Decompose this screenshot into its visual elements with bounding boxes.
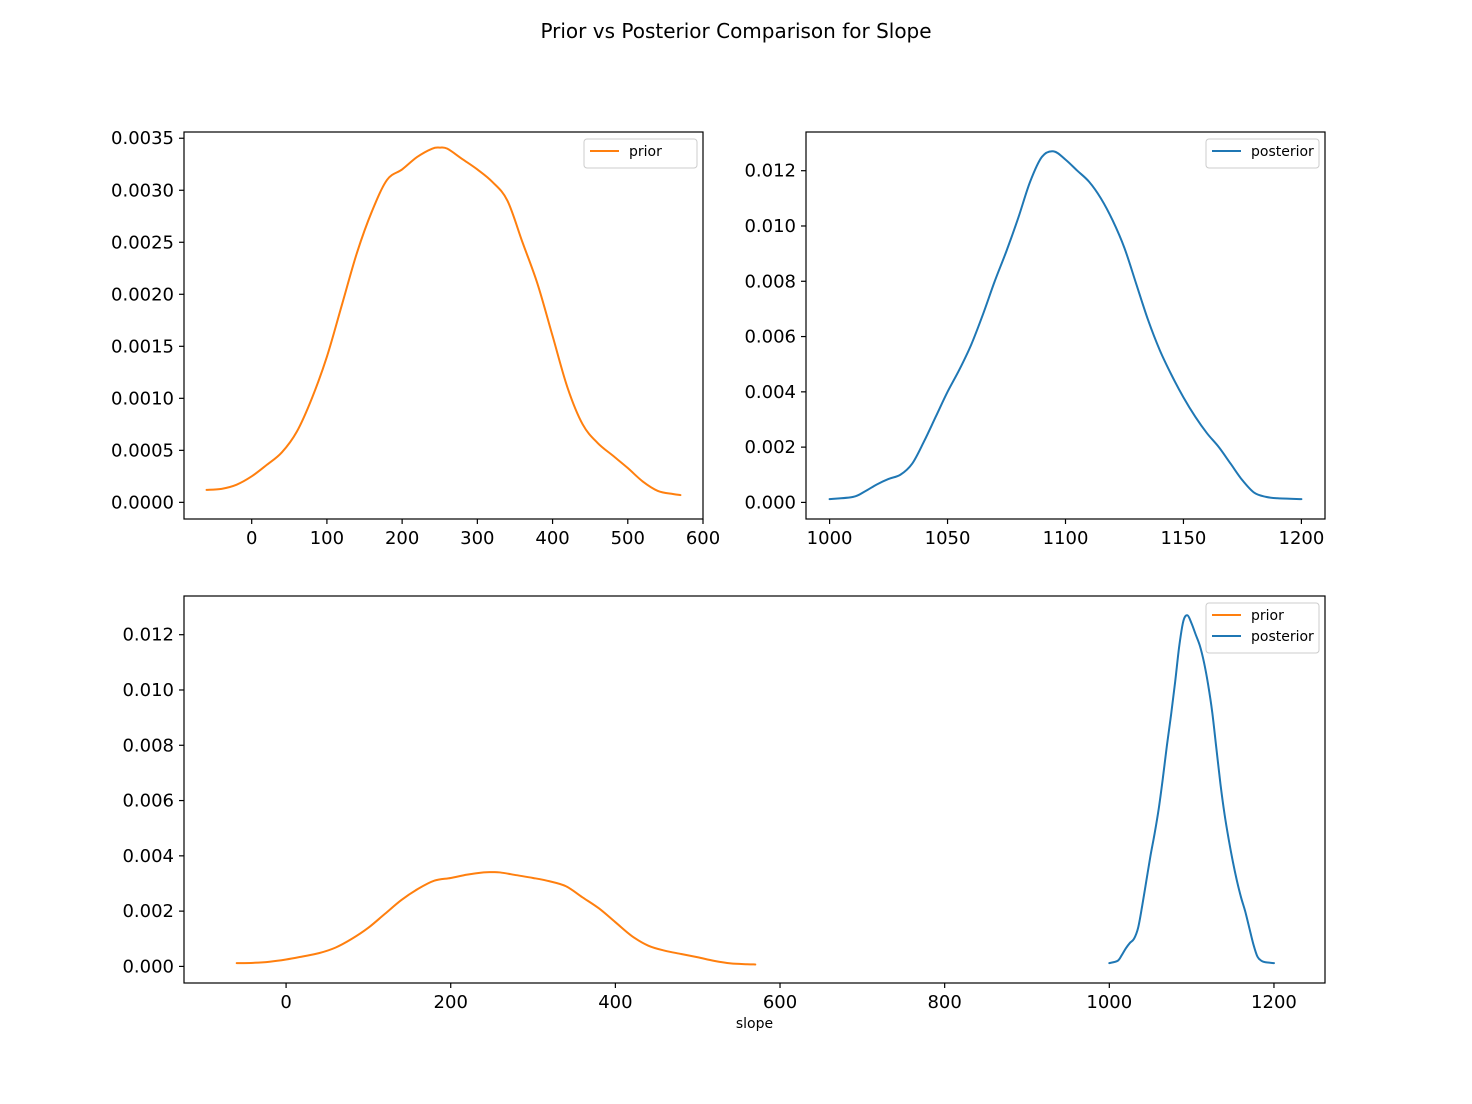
legend-label-prior: prior bbox=[1251, 608, 1284, 624]
x-tick-label: 0 bbox=[246, 528, 257, 549]
x-tick-label: 200 bbox=[434, 992, 468, 1013]
y-tick-label: 0.008 bbox=[122, 735, 174, 756]
y-tick-label: 0.004 bbox=[744, 382, 796, 403]
y-tick-label: 0.000 bbox=[744, 492, 796, 513]
y-tick-label: 0.006 bbox=[744, 327, 796, 348]
axes-frame bbox=[183, 595, 1326, 984]
x-tick-label: 500 bbox=[611, 528, 645, 549]
y-tick-label: 0.0025 bbox=[111, 232, 174, 253]
x-tick-label: 1200 bbox=[1251, 992, 1297, 1013]
combined-density-panel: 0 200 400 600 800 1000 1200 0.000 0.002 0.004 0.00… bbox=[122, 595, 1326, 1032]
y-tick-label: 0.0020 bbox=[111, 284, 174, 305]
y-tick-label: 0.012 bbox=[122, 625, 174, 646]
x-tick-label: 600 bbox=[686, 528, 720, 549]
posterior-density-line bbox=[1108, 614, 1275, 965]
figure-title: Prior vs Posterior Comparison for Slope bbox=[540, 19, 931, 43]
y-tick-label: 0.0035 bbox=[111, 128, 174, 149]
prior-density-panel: 0 100 200 300 400 500 600 0.0000 0.0005 0.0010 0.0… bbox=[111, 128, 720, 549]
x-axis-label: slope bbox=[736, 1016, 773, 1032]
y-tick-label: 0.002 bbox=[122, 901, 174, 922]
y-tick-label: 0.010 bbox=[122, 680, 174, 701]
y-tick-label: 0.002 bbox=[744, 437, 796, 458]
x-tick-label: 200 bbox=[385, 528, 419, 549]
y-tick-label: 0.0005 bbox=[111, 440, 174, 461]
x-tick-label: 600 bbox=[763, 992, 797, 1013]
x-tick-label: 400 bbox=[598, 992, 632, 1013]
x-tick-label: 100 bbox=[310, 528, 344, 549]
x-tick-label: 0 bbox=[280, 992, 291, 1013]
x-tick-label: 400 bbox=[535, 528, 569, 549]
y-tick-label: 0.0000 bbox=[111, 492, 174, 513]
prior-density-line bbox=[235, 871, 757, 966]
legend: posterior bbox=[1205, 138, 1320, 169]
legend-box bbox=[583, 138, 698, 169]
y-tick-label: 0.000 bbox=[122, 956, 174, 977]
y-tick-label: 0.0030 bbox=[111, 180, 174, 201]
legend-label-posterior: posterior bbox=[1251, 144, 1314, 160]
prior-density-line bbox=[205, 146, 682, 497]
y-tick-label: 0.006 bbox=[122, 791, 174, 812]
x-tick-label: 800 bbox=[927, 992, 961, 1013]
x-tick-label: 1150 bbox=[1161, 528, 1207, 549]
legend: prior bbox=[583, 138, 698, 169]
y-tick-label: 0.008 bbox=[744, 271, 796, 292]
x-tick-label: 1200 bbox=[1279, 528, 1325, 549]
y-tick-label: 0.004 bbox=[122, 846, 174, 867]
axes-frame bbox=[183, 131, 704, 520]
y-tick-label: 0.0010 bbox=[111, 388, 174, 409]
posterior-density-line bbox=[828, 150, 1303, 501]
x-tick-label: 1000 bbox=[1086, 992, 1132, 1013]
legend-box bbox=[1205, 138, 1320, 169]
x-tick-label: 1100 bbox=[1043, 528, 1089, 549]
x-tick-label: 300 bbox=[460, 528, 494, 549]
x-tick-label: 1050 bbox=[925, 528, 971, 549]
y-tick-label: 0.012 bbox=[744, 161, 796, 182]
legend-label-posterior: posterior bbox=[1251, 629, 1314, 645]
y-tick-label: 0.010 bbox=[744, 216, 796, 237]
x-tick-label: 1000 bbox=[807, 528, 853, 549]
posterior-density-panel: 1000 1050 1100 1150 1200 0.000 0.002 0.004 0.006… bbox=[744, 131, 1326, 549]
legend: prior posterior bbox=[1205, 602, 1320, 654]
y-tick-label: 0.0015 bbox=[111, 336, 174, 357]
legend-label-prior: prior bbox=[629, 144, 662, 160]
